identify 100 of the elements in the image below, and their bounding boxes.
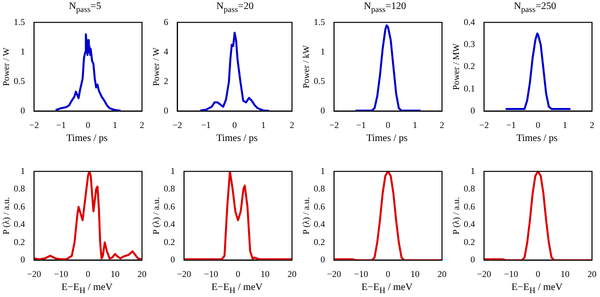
x-tick-label: 1 (412, 120, 418, 130)
y-tick-label: 0.2 (314, 236, 326, 247)
y-tick-label: 0.3 (464, 38, 476, 49)
x-tick-label: −2 (479, 120, 489, 130)
chart-title: N$_{pass}$=120 (362, 0, 408, 16)
y-tick-label: 0.2 (464, 236, 476, 247)
y-tick-label: 0 (20, 254, 26, 265)
x-tick-label: 0 (86, 268, 91, 279)
y-tick-label: 0 (320, 254, 326, 265)
x-tick-label: 2 (440, 120, 444, 130)
chart-title: N$_{pass}$=5 (68, 0, 102, 16)
x-tick-label: −2 (172, 120, 182, 130)
y-tick-label: 0.5 (14, 76, 26, 86)
x-tick-label: 20 (588, 268, 597, 279)
chart-title: N$_{pass}$=250 (512, 0, 558, 16)
y-tick-label: 0.8 (14, 184, 26, 194)
x-axis-title: E−E$_{H}$ / meV (360, 281, 414, 297)
x-tick-label: 0 (232, 120, 238, 130)
x-tick-label: 10 (260, 268, 270, 279)
y-tick-label: 0.2 (14, 236, 26, 247)
x-tick-label: −1 (201, 120, 211, 130)
y-tick-label: 1.5 (14, 16, 26, 27)
y-axis-title: Power / MW (450, 43, 461, 90)
x-axis-title: Times / ps (215, 132, 259, 146)
x-tick-label: 10 (560, 268, 570, 279)
y-tick-label: 0 (164, 106, 169, 116)
x-tick-label: 10 (110, 268, 120, 279)
y-tick-label: 1 (320, 46, 326, 56)
x-tick-label: −20 (177, 268, 192, 279)
x-tick-label: −10 (504, 268, 519, 279)
y-tick-label: 0.4 (14, 219, 26, 230)
x-tick-label: 1 (562, 120, 568, 130)
y-tick-label: 0.2 (164, 236, 176, 247)
x-tick-label: −1 (356, 120, 366, 130)
y-tick-label: 2 (164, 76, 168, 86)
x-tick-label: 0 (386, 120, 391, 130)
y-tick-label: 1 (20, 46, 26, 56)
y-tick-label: 0 (470, 106, 476, 116)
x-tick-label: 2 (140, 120, 144, 130)
x-axis-title: E−E$_{H}$ / meV (60, 281, 114, 297)
x-tick-label: −10 (204, 268, 219, 279)
y-tick-label: 0.4 (164, 219, 176, 230)
y-tick-label: 0 (20, 106, 26, 116)
x-tick-label: −10 (54, 268, 69, 279)
x-tick-label: 0 (386, 268, 391, 279)
y-tick-label: 0.1 (464, 83, 476, 94)
y-tick-label: 0.6 (14, 201, 26, 212)
y-tick-label: 0.8 (164, 184, 176, 194)
x-tick-label: 20 (138, 268, 147, 279)
y-axis-title: P (λ) / a.u. (300, 197, 311, 234)
y-tick-label: 0.6 (164, 201, 176, 212)
y-tick-label: 1 (470, 166, 476, 176)
y-tick-label: 1 (170, 166, 176, 176)
x-tick-label: 2 (590, 120, 594, 130)
y-tick-label: 0 (320, 106, 326, 116)
y-tick-label: 0.4 (464, 16, 476, 27)
y-tick-label: 6 (164, 16, 169, 27)
x-tick-label: 0 (86, 120, 91, 130)
y-axis-title: Power / W (150, 47, 161, 86)
x-tick-label: 2 (290, 120, 294, 130)
y-tick-label: 0.6 (314, 201, 326, 212)
y-tick-label: 1.5 (314, 16, 326, 27)
x-tick-label: 0 (536, 268, 541, 279)
x-axis-title: Times / ps (65, 132, 109, 146)
y-tick-label: 0.8 (314, 184, 326, 194)
x-tick-label: −20 (27, 268, 42, 279)
y-axis-title: P (λ) / a.u. (450, 197, 461, 234)
y-tick-label: 1 (320, 166, 326, 176)
y-tick-label: 0 (470, 254, 476, 265)
x-tick-label: 1 (261, 120, 266, 130)
x-tick-label: −1 (506, 120, 516, 130)
y-tick-label: 4 (164, 46, 169, 56)
y-tick-label: 0.6 (464, 201, 476, 212)
y-axis-title: P (λ) / a.u. (150, 197, 161, 234)
x-tick-label: 20 (288, 268, 297, 279)
y-axis-title: P (λ) / a.u. (0, 197, 11, 234)
x-tick-label: −2 (29, 120, 39, 130)
y-tick-label: 1 (20, 166, 26, 176)
x-tick-label: −1 (56, 120, 66, 130)
x-tick-label: 1 (112, 120, 118, 130)
x-tick-label: −2 (329, 120, 339, 130)
x-tick-label: 0 (236, 268, 241, 279)
x-tick-label: −20 (327, 268, 342, 279)
x-tick-label: 10 (410, 268, 420, 279)
x-tick-label: −10 (354, 268, 369, 279)
y-tick-label: 0.4 (314, 219, 326, 230)
x-axis-title: E−E$_{H}$ / meV (210, 281, 264, 297)
x-tick-label: 20 (438, 268, 447, 279)
x-axis-title: E−E$_{H}$ / meV (510, 281, 564, 297)
x-tick-label: −20 (477, 268, 492, 279)
y-tick-label: 0.2 (464, 61, 476, 72)
y-axis-title: Power / W (0, 47, 11, 86)
y-tick-label: 0 (170, 254, 176, 265)
chart-title: N$_{pass}$=20 (215, 0, 255, 16)
x-axis-title: Times / ps (365, 132, 409, 146)
x-tick-label: 0 (536, 120, 541, 130)
y-axis-title: Power / kW (300, 44, 311, 88)
x-axis-title: Times / ps (515, 132, 559, 146)
y-tick-label: 0.5 (314, 76, 326, 86)
y-tick-label: 0.4 (464, 219, 476, 230)
